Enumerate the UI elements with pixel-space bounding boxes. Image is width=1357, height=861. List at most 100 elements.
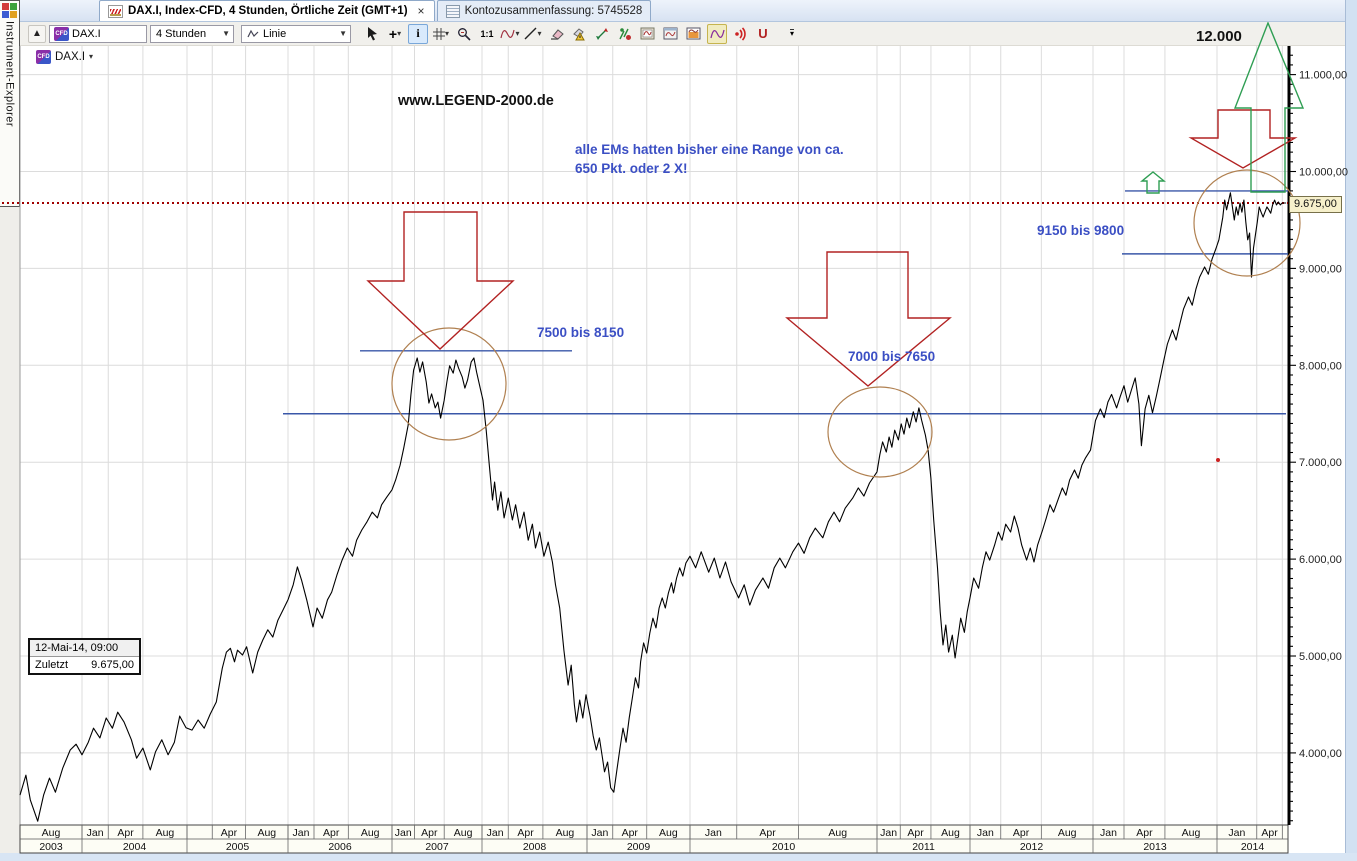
remove-drawings-icon[interactable]	[569, 24, 589, 44]
tab-chart-label: DAX.I, Index-CFD, 4 Stunden, Örtliche Ze…	[128, 5, 408, 17]
report-tab-icon	[445, 4, 460, 18]
month-tick-label: Jan	[395, 827, 412, 839]
window-bottom-edge	[0, 853, 1357, 861]
month-tick-label: Jan	[293, 827, 310, 839]
legend-symbol: DAX.I	[55, 51, 86, 63]
y-axis-label: 11.000,00	[1299, 70, 1347, 82]
eraser-icon[interactable]	[546, 24, 566, 44]
chart-toolbar: ▲ CFD DAX.I 4 Stunden ▼ Linie ▼ + ▾ i ▾ 1:…	[20, 22, 1345, 46]
annotation-zone-2011: 7000 bis 7650	[848, 349, 935, 364]
line-type-icon	[247, 29, 259, 37]
month-tick-label: Apr	[221, 827, 238, 839]
ellipse-2011[interactable]	[827, 386, 933, 478]
new-chart-window-icon[interactable]	[661, 24, 681, 44]
month-tick-label: Aug	[659, 827, 678, 839]
pattern-icon[interactable]	[615, 24, 635, 44]
month-tick-label: Jan	[705, 827, 722, 839]
year-tick-label: 2008	[523, 841, 547, 853]
year-tick-label: 2013	[1143, 841, 1167, 853]
indicator-icon[interactable]: ▾	[500, 24, 520, 44]
y-axis-label: 4.000,00	[1299, 748, 1342, 760]
one-to-one-icon[interactable]: 1:1	[480, 28, 494, 39]
left-dock	[0, 22, 20, 853]
chart-tab-icon	[108, 4, 123, 18]
red-arrow-2014[interactable]	[1188, 109, 1298, 169]
month-tick-label: Aug	[42, 827, 61, 839]
resize-icon[interactable]	[592, 24, 612, 44]
crosshair-plus-icon[interactable]: + ▾	[388, 25, 402, 42]
red-arrow-2011[interactable]	[785, 251, 952, 387]
ellipse-2007[interactable]	[391, 327, 507, 441]
green-arrow-target[interactable]	[1233, 22, 1305, 193]
tab-account-label: Kontozusammenfassung: 5745528	[464, 5, 643, 17]
tab-account-summary[interactable]: Kontozusammenfassung: 5745528	[436, 0, 652, 21]
chevron-down-icon: ▼	[339, 28, 347, 38]
month-tick-label: Jan	[487, 827, 504, 839]
month-tick-label: Aug	[156, 827, 175, 839]
month-tick-label: Apr	[907, 827, 924, 839]
month-tick-label: Aug	[828, 827, 847, 839]
month-tick-label: Apr	[421, 827, 438, 839]
month-tick-label: Jan	[977, 827, 994, 839]
year-tick-label: 2007	[425, 841, 449, 853]
chart-type-select[interactable]: Linie ▼	[241, 24, 351, 43]
green-arrow-small[interactable]	[1140, 171, 1166, 194]
plot-background	[20, 46, 1345, 853]
timeframe-select[interactable]: 4 Stunden ▼	[150, 24, 234, 43]
y-axis-label: 10.000,00	[1299, 167, 1348, 179]
draw-line-icon[interactable]: ▾	[523, 24, 543, 44]
y-axis-label: 9.000,00	[1299, 263, 1342, 275]
timeframe-value: 4 Stunden	[156, 27, 207, 40]
window-right-scrollbar[interactable]	[1345, 0, 1357, 861]
sidebar-tab-instrument-explorer[interactable]: Instrument-Explorer	[0, 0, 20, 207]
close-tab-icon[interactable]: ×	[417, 4, 425, 18]
year-tick-label: 2012	[1020, 841, 1044, 853]
chart-legend[interactable]: CFD DAX.I ▾	[36, 50, 93, 64]
month-tick-label: Jan	[1228, 827, 1245, 839]
month-tick-label: Apr	[1136, 827, 1153, 839]
annotation-note-line2: 650 Pkt. oder 2 X!	[575, 161, 688, 176]
quote-tooltip: 12-Mai-14, 09:00 Zuletzt 9.675,00	[28, 638, 141, 675]
tab-chart-daxi[interactable]: DAX.I, Index-CFD, 4 Stunden, Örtliche Ze…	[99, 0, 435, 21]
alerts-icon[interactable]	[730, 24, 750, 44]
month-tick-label: Apr	[117, 827, 134, 839]
instrument-input[interactable]: CFD DAX.I	[49, 24, 147, 43]
price-curve-daxi[interactable]	[19, 192, 1287, 822]
info-mode-icon[interactable]: i	[408, 23, 428, 44]
chart-canvas[interactable]: Aug 2003 Jan Apr Aug 2004 Apr Aug 2005 Jan Apr Aug 2…	[0, 22, 1357, 861]
year-tick-label: 2011	[912, 841, 935, 853]
month-tick-label: Apr	[759, 827, 776, 839]
month-tick-label: Jan	[87, 827, 104, 839]
year-tick-label: 2005	[226, 841, 250, 853]
month-tick-label: Aug	[1058, 827, 1077, 839]
month-tick-label: Apr	[517, 827, 534, 839]
scroll-up-button[interactable]: ▲	[28, 24, 46, 43]
annotation-note-line1: alle EMs hatten bisher eine Range von ca…	[575, 142, 844, 157]
month-tick-label: Aug	[941, 827, 960, 839]
tooltip-datetime: 12-Mai-14, 09:00	[30, 640, 139, 657]
document-tab-bar: DAX.I, Index-CFD, 4 Stunden, Örtliche Ze…	[20, 0, 1345, 22]
magnet-icon[interactable]: U	[758, 26, 768, 41]
chart-template-icon[interactable]	[684, 24, 704, 44]
month-tick-label: Aug	[556, 827, 575, 839]
chart-type-value: Linie	[263, 27, 287, 40]
year-tick-label: 2004	[123, 841, 147, 853]
copy-chart-icon[interactable]	[638, 24, 658, 44]
month-tick-label: Jan	[1100, 827, 1117, 839]
instrument-explorer-icon	[2, 3, 17, 18]
year-tick-label: 2006	[328, 841, 352, 853]
sidebar-tab-label: Instrument-Explorer	[3, 21, 16, 128]
cursor-icon[interactable]	[362, 24, 382, 44]
month-tick-label: Apr	[1013, 827, 1030, 839]
chevron-down-icon: ▼	[222, 28, 230, 38]
annotation-zone-2007: 7500 bis 8150	[537, 325, 624, 340]
more-icon[interactable]: ▾	[789, 29, 794, 38]
month-tick-label: Apr	[622, 827, 639, 839]
oscillator-icon[interactable]	[707, 23, 727, 44]
ellipse-2014[interactable]	[1193, 169, 1301, 277]
zoom-icon[interactable]	[454, 24, 474, 44]
year-tick-label: 2014	[1241, 841, 1265, 853]
grid-icon[interactable]: ▾	[431, 24, 451, 44]
red-arrow-2007[interactable]	[366, 211, 515, 350]
annotation-zone-2014: 9150 bis 9800	[1037, 223, 1124, 238]
